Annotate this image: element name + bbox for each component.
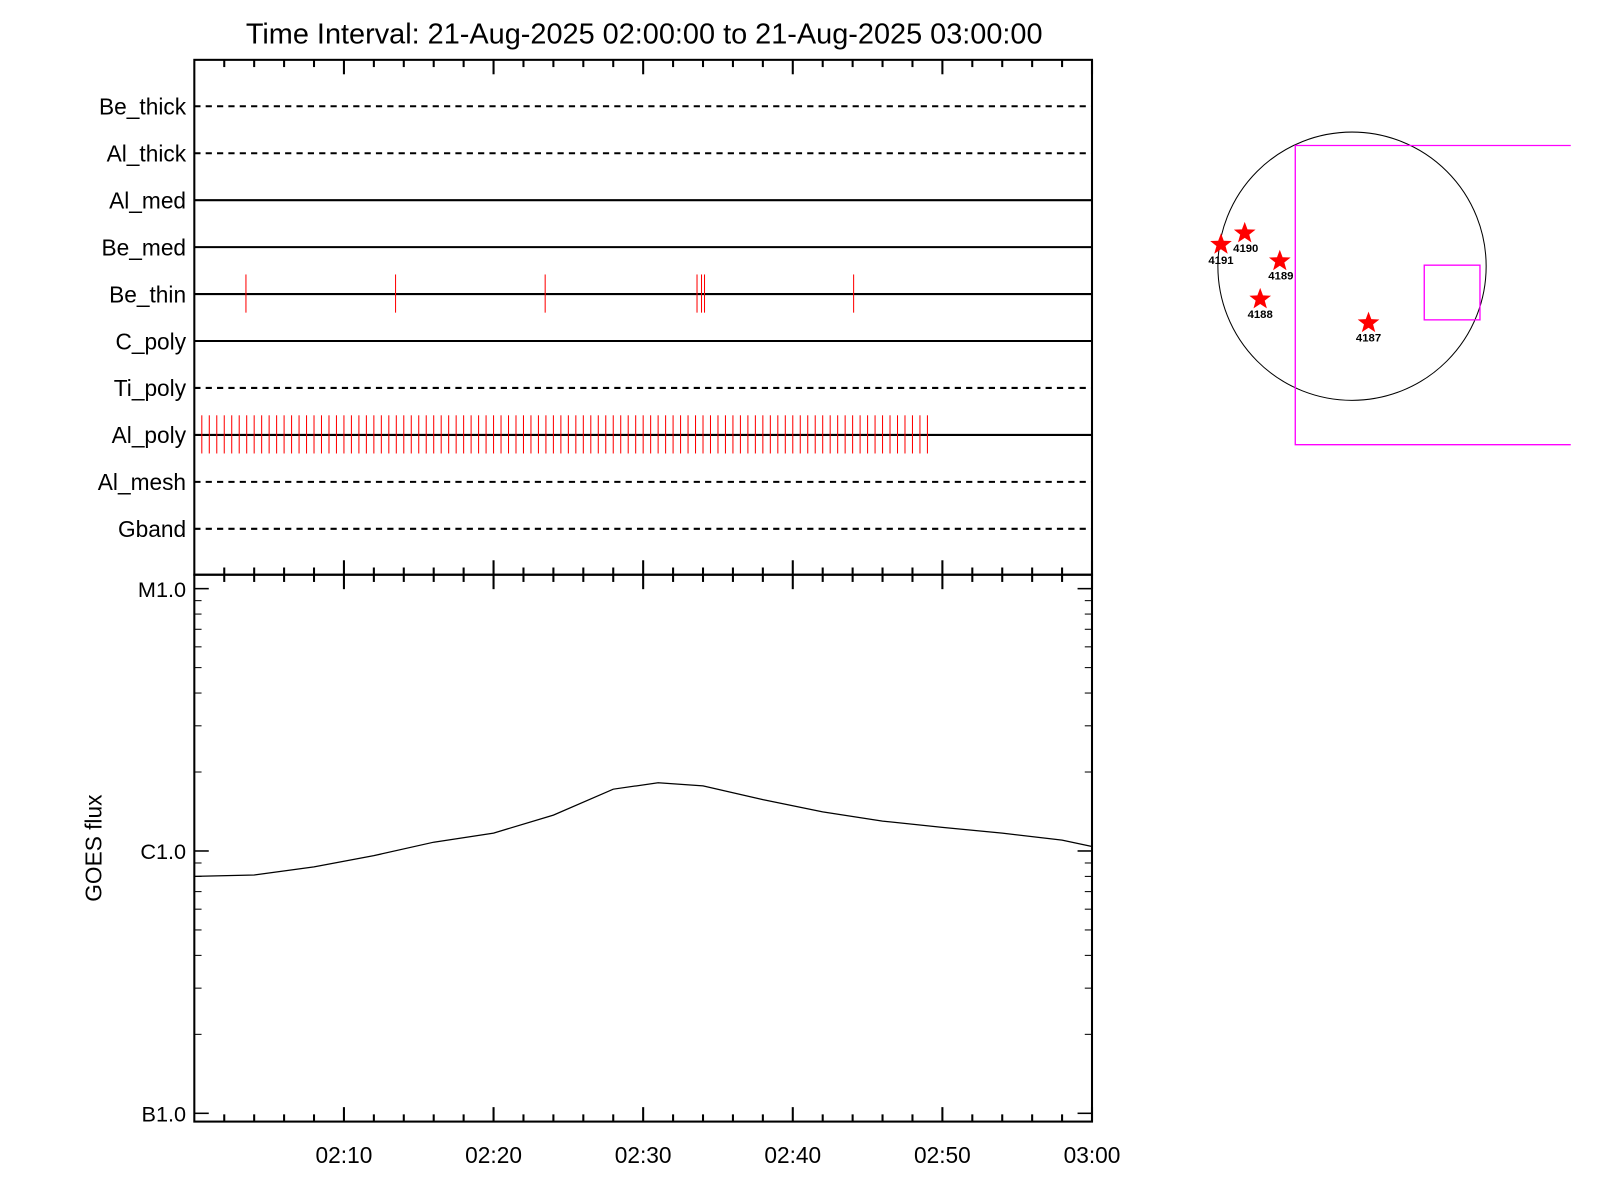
region-label: 4187: [1356, 333, 1381, 345]
region-star: [1233, 221, 1256, 243]
filter-label: Al_thick: [107, 140, 187, 166]
filter-panel-frame: [193, 58, 1094, 576]
filter-label: Ti_poly: [114, 375, 187, 401]
fov-small-box: [1423, 264, 1481, 321]
y-tick-label: M1.0: [138, 577, 186, 602]
region-label: 4190: [1233, 243, 1258, 255]
filter-label: Al_poly: [112, 422, 187, 448]
region-label: 4189: [1268, 271, 1293, 283]
region-star: [1268, 249, 1291, 271]
x-tick-label: 02:20: [465, 1142, 522, 1168]
filter-label: C_poly: [115, 328, 186, 354]
fov-box: [1294, 144, 1571, 446]
y-axis-label: GOES flux: [80, 794, 106, 902]
x-tick-label: 02:10: [316, 1142, 373, 1168]
region-star: [1210, 233, 1232, 254]
y-tick-label: B1.0: [142, 1102, 187, 1127]
region-label: 4191: [1208, 255, 1233, 267]
filter-label: Be_med: [102, 234, 187, 260]
filter-label: Be_thick: [99, 94, 187, 120]
goes-panel-frame: [193, 573, 1094, 1123]
y-tick-label: C1.0: [140, 839, 186, 864]
region-star: [1357, 311, 1380, 333]
x-tick-label: 02:30: [615, 1142, 672, 1168]
solar-disk: [1217, 131, 1487, 401]
region-label: 4188: [1248, 309, 1273, 321]
filter-label: Gband: [118, 516, 186, 542]
filter-label: Al_med: [109, 187, 186, 213]
chart-title: Time Interval: 21-Aug-2025 02:00:00 to 2…: [246, 18, 1043, 50]
goes-flux-line: [194, 782, 1093, 878]
filter-label: Al_mesh: [98, 469, 186, 495]
filter-label: Be_thin: [109, 281, 186, 307]
x-tick-label: 02:40: [764, 1142, 821, 1168]
region-star: [1249, 287, 1272, 309]
x-tick-label: 02:50: [914, 1142, 971, 1168]
x-tick-label: 03:00: [1064, 1142, 1121, 1168]
